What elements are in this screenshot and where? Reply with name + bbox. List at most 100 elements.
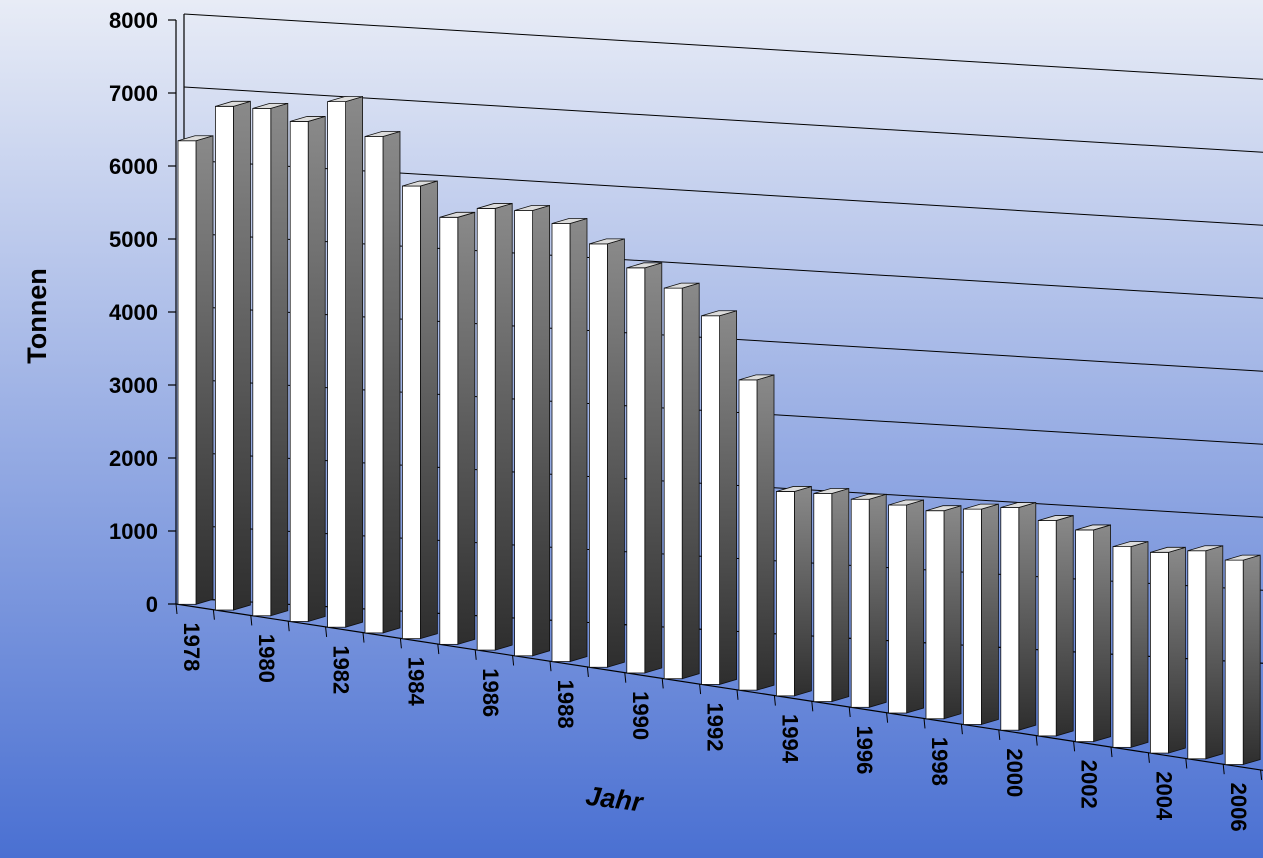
bar-top — [402, 180, 438, 187]
bar-front — [850, 498, 870, 708]
bar-side — [794, 485, 812, 697]
bar-side — [232, 100, 251, 611]
bar — [1112, 541, 1149, 748]
bar-top — [963, 503, 999, 510]
x-tick-label: 1978 — [179, 622, 204, 671]
bar-top — [364, 131, 401, 137]
bar — [701, 310, 737, 685]
bar-front — [1224, 559, 1244, 765]
bar-top — [514, 205, 550, 211]
bar-side — [270, 102, 289, 617]
bar-top — [925, 505, 962, 512]
bar-front — [327, 101, 347, 628]
x-tick — [960, 724, 963, 735]
gridline — [183, 86, 1263, 153]
bar-side — [345, 96, 364, 628]
x-tick-label: 2002 — [1077, 760, 1102, 809]
bar — [439, 211, 476, 645]
bar-top — [1038, 515, 1074, 521]
bar-top — [1112, 541, 1149, 548]
x-tick-label: 1996 — [852, 725, 877, 774]
bar — [401, 180, 438, 640]
bar-front — [177, 140, 197, 605]
bar-top — [851, 493, 887, 500]
bar-front — [888, 504, 907, 714]
bar-front — [364, 136, 384, 634]
bar-side — [1242, 554, 1261, 766]
x-tick — [624, 672, 627, 683]
bar-front — [1037, 520, 1057, 737]
bar-side — [1018, 502, 1037, 731]
bar-side — [307, 115, 326, 623]
bar-front — [439, 216, 459, 645]
bar-top — [215, 100, 251, 107]
x-tick — [1035, 735, 1038, 746]
x-axis-title: Jahr — [584, 781, 646, 818]
x-tick — [923, 718, 926, 729]
x-tick — [586, 666, 589, 677]
bar-top — [252, 103, 288, 109]
bar-front — [1150, 551, 1169, 754]
bar-front — [738, 379, 758, 691]
x-tick-label: 1982 — [329, 645, 354, 694]
bar-top — [888, 499, 924, 506]
bar-front — [1187, 550, 1207, 760]
x-tick — [549, 661, 552, 672]
bar-side — [1093, 524, 1111, 743]
bar-side — [607, 238, 625, 668]
bar — [663, 282, 700, 680]
x-tick-label: 2000 — [1002, 748, 1027, 797]
x-tick — [1073, 741, 1076, 752]
bar-top — [776, 486, 812, 492]
x-tick — [362, 632, 365, 643]
x-tick-label: 1980 — [254, 634, 279, 683]
bar-top — [1187, 545, 1223, 552]
x-tick-label: 1992 — [703, 703, 728, 752]
bar-front — [925, 510, 945, 720]
bar-side — [532, 204, 550, 657]
bar-side — [382, 130, 401, 634]
bar-front — [514, 210, 533, 657]
bar — [289, 115, 326, 623]
bar-top — [439, 211, 475, 218]
x-tick — [212, 609, 215, 620]
x-tick — [250, 615, 253, 626]
bar — [214, 100, 251, 611]
bar-side — [1130, 541, 1149, 748]
bar-front — [289, 121, 309, 622]
tick-labels: 0 1000 2000 3000 4000 5000 6000 7000 8000 1978 198… — [109, 8, 1251, 832]
bar-front — [963, 508, 982, 725]
bar — [1187, 545, 1224, 760]
bar — [888, 499, 924, 714]
bar-front — [589, 243, 608, 668]
bar-top — [327, 96, 363, 102]
bar — [589, 238, 625, 668]
x-tick — [736, 689, 739, 700]
bar-front — [626, 267, 646, 674]
bar-top — [738, 374, 775, 381]
x-tick — [1260, 769, 1263, 780]
bar — [1224, 554, 1261, 766]
bar — [626, 262, 663, 674]
bar-side — [981, 503, 999, 726]
bar-side — [494, 202, 513, 651]
x-tick-label: 1990 — [628, 691, 653, 740]
bar-side — [195, 135, 214, 605]
x-tick-label: 1986 — [478, 668, 503, 717]
bar-side — [1055, 515, 1074, 737]
bar — [1037, 515, 1074, 737]
x-tick — [175, 603, 178, 615]
bar — [738, 374, 775, 691]
x-tick — [399, 638, 402, 649]
x-tick — [699, 684, 702, 695]
bar-front — [663, 287, 683, 680]
bar — [252, 102, 289, 617]
bar — [813, 487, 850, 703]
bar-front — [476, 208, 496, 651]
x-tick — [886, 712, 889, 723]
bar-side — [868, 493, 887, 708]
bar-side — [756, 374, 775, 691]
bar-side — [719, 310, 737, 685]
bar — [514, 204, 550, 657]
